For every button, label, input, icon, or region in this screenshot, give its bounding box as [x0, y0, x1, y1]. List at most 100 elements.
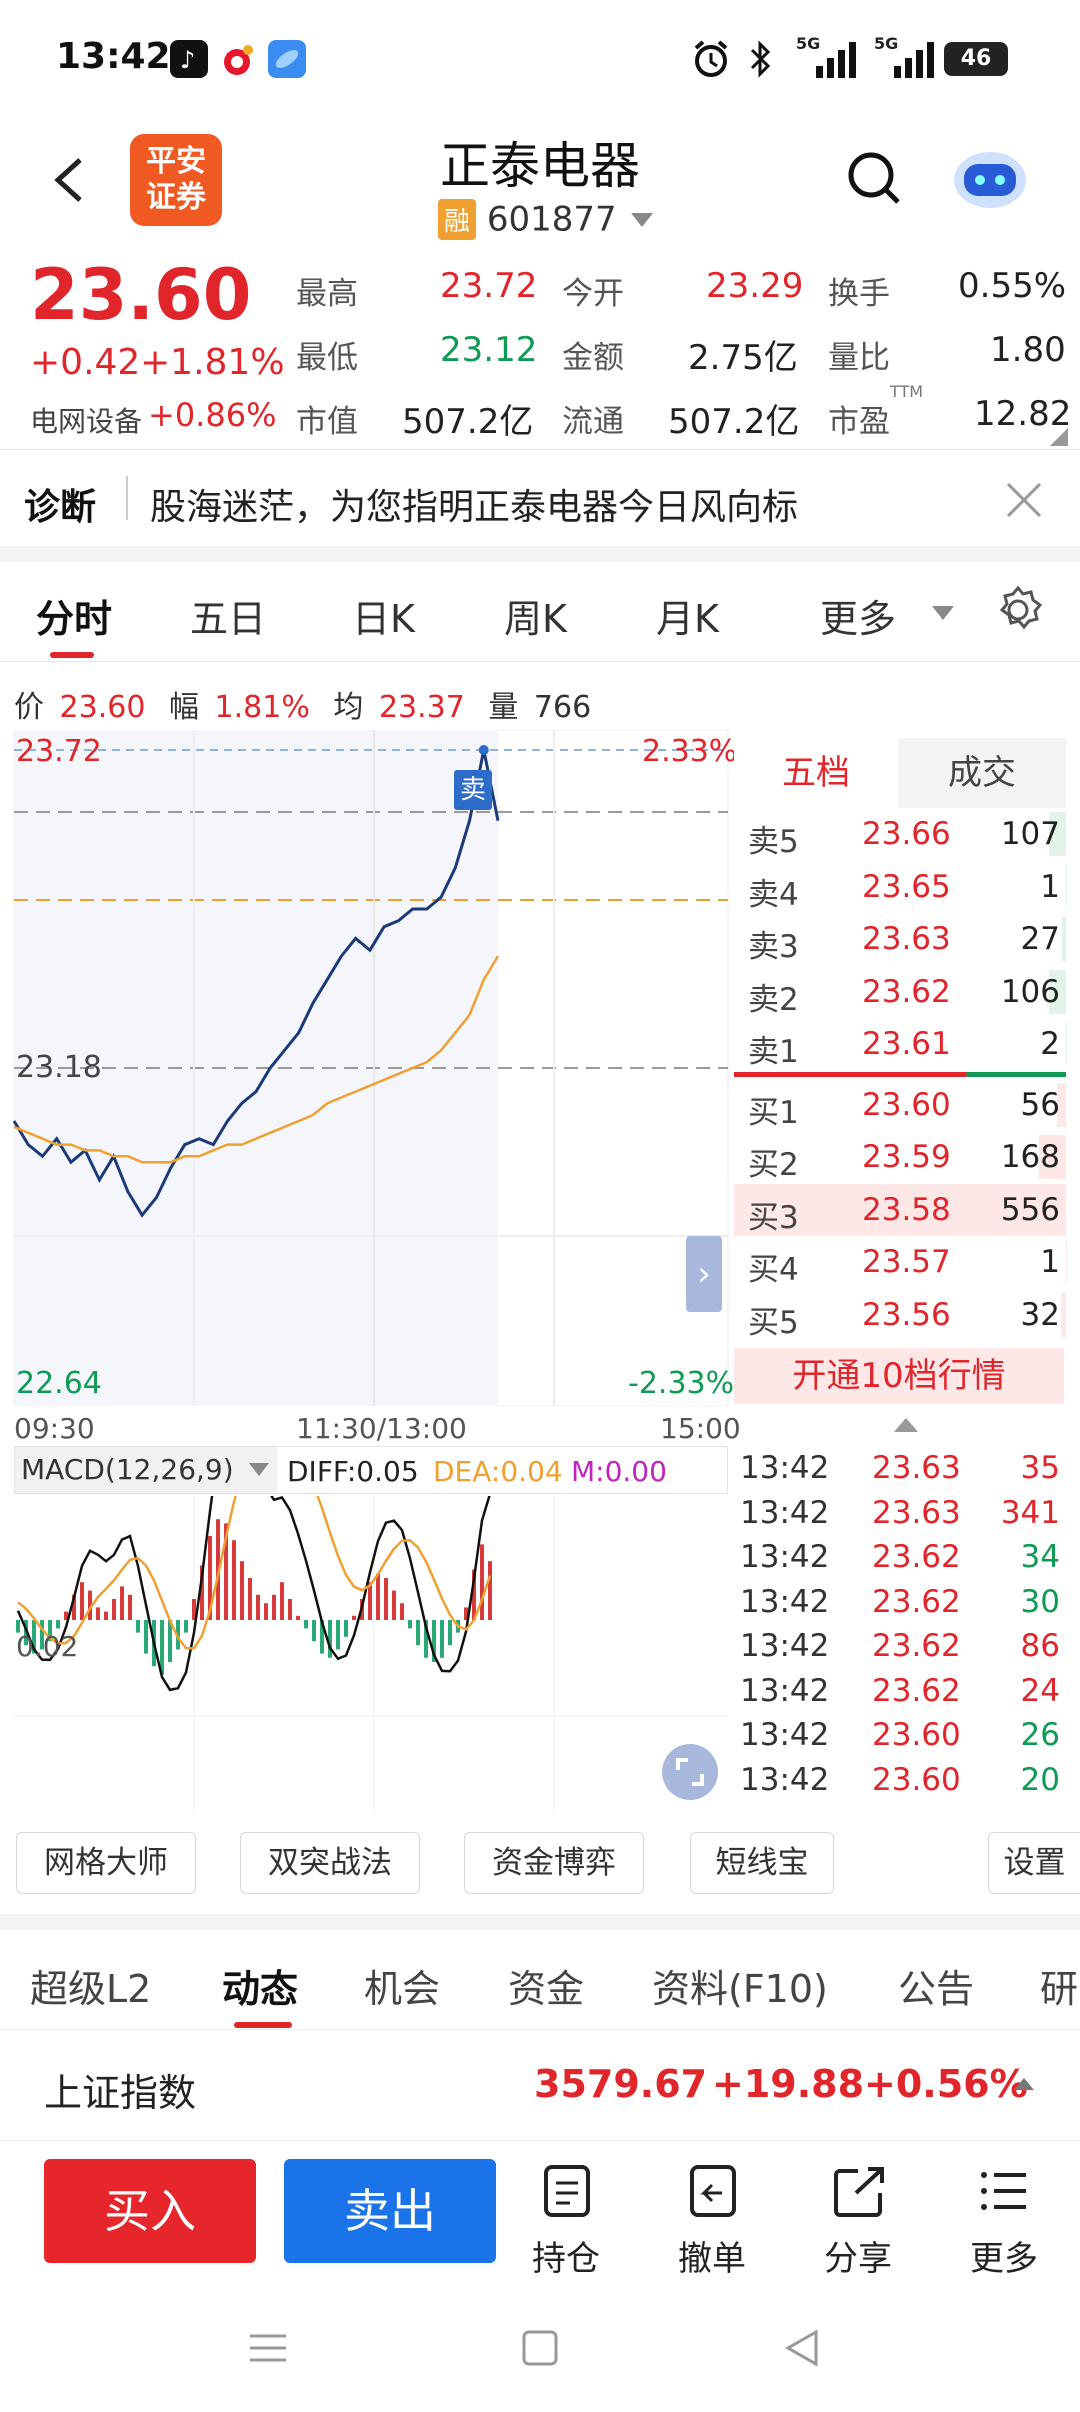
robot-assistant-button[interactable] [950, 142, 1030, 214]
tool-settings[interactable]: 设置 [988, 1832, 1080, 1894]
bid-row[interactable]: 买1 23.60 56 [734, 1079, 1066, 1131]
macd-bar [440, 1620, 444, 1658]
macd-dea-line [17, 1496, 492, 1650]
diagnosis-text: 股海迷茫，为您指明正泰电器今日风向标 [150, 487, 799, 528]
macd-bar [200, 1565, 204, 1620]
sector-name[interactable]: 电网设备 [30, 405, 143, 438]
tool-capital-game[interactable]: 资金博弈 [464, 1832, 644, 1894]
level-price: 23.61 [862, 1026, 951, 1062]
ask-row[interactable]: 卖3 23.63 27 [734, 913, 1066, 965]
tool-double-breakout[interactable]: 双突战法 [240, 1832, 420, 1894]
index-ticker[interactable]: 上证指数 3579.67 +19.88 +0.56% [0, 2032, 1080, 2136]
tab-five-day[interactable]: 五日 [190, 597, 267, 641]
tab-daily-k[interactable]: 日K [352, 597, 415, 641]
more-button[interactable]: 更多 [944, 2163, 1064, 2280]
back-nav-button[interactable] [780, 2326, 824, 2374]
open-label: 今开 [562, 276, 624, 312]
trade-row: 13:42 23.63 341 [740, 1493, 1064, 1537]
tab-super-l2[interactable]: 超级L2 [30, 1967, 152, 2011]
diagnosis-label: 诊断 [24, 487, 97, 528]
macd-selector[interactable]: MACD(12,26,9) [15, 1447, 277, 1493]
index-change-pct: +0.56% [864, 2062, 1028, 2106]
fullscreen-button[interactable] [662, 1744, 718, 1800]
tab-active-indicator [50, 652, 94, 658]
chart-bottom-pct: -2.33% [628, 1366, 735, 1401]
trade-row: 13:42 23.63 35 [740, 1448, 1064, 1492]
tab-opportunity[interactable]: 机会 [364, 1967, 441, 2011]
trade-volume: 20 [1020, 1761, 1060, 1798]
menu-nav-button[interactable] [246, 2326, 290, 2374]
stock-code-selector[interactable]: 融 601877 [438, 198, 654, 242]
sell-marker[interactable]: 卖 [454, 770, 492, 810]
macd-bar [80, 1582, 84, 1620]
macd-bar [96, 1607, 100, 1620]
ask-row[interactable]: 卖4 23.65 1 [734, 861, 1066, 913]
ask-row[interactable]: 卖5 23.66 107 [734, 808, 1066, 860]
tab-news[interactable]: 动态 [222, 1967, 299, 2011]
macd-bar [24, 1620, 28, 1646]
tab-intraday[interactable]: 分时 [36, 597, 113, 641]
chart-bottom-price: 22.64 [16, 1366, 102, 1401]
high-value: 23.72 [440, 266, 538, 306]
back-button[interactable] [40, 150, 100, 210]
macd-bar [344, 1620, 348, 1637]
bid-row[interactable]: 买2 23.59 168 [734, 1131, 1066, 1183]
section-gap [0, 546, 1080, 562]
macd-chart[interactable] [14, 1496, 728, 1814]
level-price: 23.58 [862, 1191, 951, 1228]
chart-settings-button[interactable] [992, 584, 1044, 640]
level-label: 买1 [748, 1094, 799, 1131]
volume-ratio-value: 1.80 [990, 330, 1066, 370]
back-triangle-icon [784, 2329, 818, 2367]
tab-five-levels[interactable]: 五档 [734, 738, 898, 808]
tab-weekly-k[interactable]: 周K [504, 597, 567, 641]
tool-short-term[interactable]: 短线宝 [690, 1832, 834, 1894]
level-volume: 106 [1000, 973, 1060, 1010]
level-volume: 32 [1020, 1296, 1060, 1333]
tool-grid-master[interactable]: 网格大师 [16, 1832, 196, 1894]
home-nav-button[interactable] [518, 2326, 562, 2374]
cancel-order-button[interactable]: 撤单 [652, 2163, 772, 2280]
trades-scroll-up[interactable] [894, 1418, 918, 1432]
trade-row: 13:42 23.60 26 [740, 1715, 1064, 1759]
level-label: 买2 [748, 1147, 799, 1183]
tab-f10[interactable]: 资料(F10) [652, 1967, 828, 2011]
holdings-button[interactable]: 持仓 [506, 2163, 626, 2280]
macd-bar [376, 1573, 380, 1620]
macd-bar [136, 1620, 140, 1633]
share-button[interactable]: 分享 [798, 2163, 918, 2280]
search-button[interactable] [844, 148, 904, 212]
buy-button[interactable]: 买入 [44, 2159, 256, 2263]
level-volume: 1 [1040, 868, 1060, 905]
intraday-chart[interactable] [0, 730, 734, 1406]
tab-capital[interactable]: 资金 [508, 1967, 585, 2011]
sell-button[interactable]: 卖出 [284, 2159, 496, 2263]
bid-row[interactable]: 买3 23.58 556 [734, 1183, 1066, 1236]
diagnosis-banner[interactable]: 诊断 股海迷茫，为您指明正泰电器今日风向标 [0, 450, 1080, 546]
tab-announcements[interactable]: 公告 [898, 1967, 975, 2011]
trade-volume: 35 [1020, 1450, 1060, 1486]
bluetooth-icon [746, 38, 776, 84]
upgrade-level10-button[interactable]: 开通10档行情 [734, 1348, 1064, 1404]
tab-trades[interactable]: 成交 [948, 753, 1016, 793]
low-label: 最低 [296, 340, 358, 376]
expand-orderbook-button[interactable]: › [686, 1236, 722, 1312]
weibo-icon [220, 40, 258, 78]
close-button[interactable] [1000, 476, 1048, 528]
expand-corner-icon[interactable] [1050, 428, 1068, 446]
quote-panel: 23.60 +0.42 +1.81% 电网设备 +0.86% 最高 23.72 … [0, 250, 1080, 450]
bid-row[interactable]: 买4 23.57 1 [734, 1236, 1066, 1288]
tab-monthly-k[interactable]: 月K [656, 597, 719, 641]
macd-bar [224, 1523, 228, 1620]
price-change-pct: +1.81% [140, 342, 285, 383]
level-label: 买3 [748, 1199, 799, 1236]
bid-row[interactable]: 买5 23.56 32 [734, 1289, 1066, 1341]
ask-row[interactable]: 卖1 23.61 2 [734, 1018, 1066, 1070]
svg-text:♪: ♪ [180, 46, 195, 74]
time-axis-start: 09:30 [14, 1412, 95, 1445]
volume-bar [1056, 1082, 1066, 1127]
tab-more[interactable]: 更多 [820, 597, 897, 641]
tab-research[interactable]: 研 [1040, 1967, 1079, 2011]
ask-row[interactable]: 卖2 23.62 106 [734, 966, 1066, 1018]
macd-bar [184, 1620, 188, 1633]
